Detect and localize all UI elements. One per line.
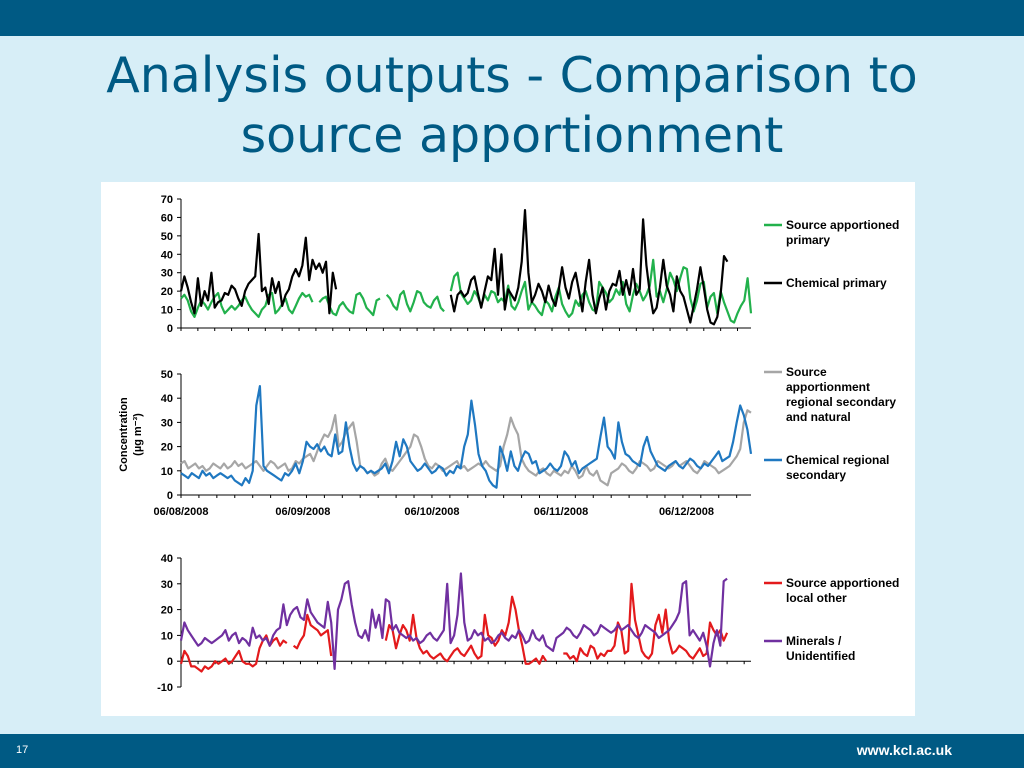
y-tick-label: 30 [161, 417, 173, 429]
y-axis-title: Concentration [118, 397, 130, 472]
slide-number: 17 [16, 744, 29, 756]
y-tick-label: 40 [161, 553, 173, 565]
x-tick-label: 06/10/2008 [404, 506, 459, 518]
top-bar [0, 0, 1024, 36]
y-tick-label: 20 [161, 605, 173, 617]
legend-label: Minerals / [786, 634, 842, 648]
legend-label: primary [786, 233, 830, 247]
y-tick-label: 20 [161, 442, 173, 454]
title-line-2: source apportionment [240, 107, 784, 164]
legend-label: Chemical primary [786, 276, 887, 290]
legend-label: Unidentified [786, 649, 855, 663]
legend-label: secondary [786, 468, 846, 482]
y-tick-label: 50 [161, 231, 173, 243]
legend-label: regional secondary [786, 395, 896, 409]
y-tick-label: 0 [167, 323, 173, 335]
x-tick-label: 06/11/2008 [534, 506, 588, 518]
legend-label: apportionment [786, 380, 870, 394]
series-line-2-1 [180, 409, 752, 487]
legend-label: Source apportioned [786, 576, 899, 590]
chart-2: 0 10 20 30 40 50 06/08/2008 06/09/2008 06/10/200… [118, 365, 896, 518]
legend-label: Source [786, 365, 827, 379]
y-tick-label: 40 [161, 393, 173, 405]
y-tick-label: 10 [161, 630, 173, 642]
title-line-1: Analysis outputs - Comparison to [106, 47, 918, 104]
x-tick-label: 06/08/2008 [153, 506, 208, 518]
legend-label: local other [786, 591, 847, 605]
legend-label: and natural [786, 410, 851, 424]
y-tick-label: 20 [161, 286, 173, 298]
bottom-bar: 17 www.kcl.ac.uk [0, 734, 1024, 768]
legend-label: Chemical regional [786, 453, 889, 467]
y-tick-label: 0 [167, 656, 173, 668]
slide-title: Analysis outputs - Comparison to source … [0, 46, 1024, 166]
x-tick-label: 06/09/2008 [275, 506, 330, 518]
x-tick-label: 06/12/2008 [659, 506, 714, 518]
series-line-1-1 [180, 258, 753, 324]
y-tick-label: 30 [161, 579, 173, 591]
series-line-3-2 [179, 572, 728, 670]
y-tick-label: -10 [157, 682, 173, 694]
y-tick-label: 10 [161, 466, 173, 478]
series-line-2-2 [180, 385, 753, 489]
y-tick-label: 30 [161, 268, 173, 280]
y-tick-label: 10 [161, 305, 173, 317]
y-tick-label: 70 [161, 194, 173, 206]
y-tick-label: 50 [161, 369, 173, 381]
series-line-1-2 [179, 209, 729, 326]
chart-1: 0 10 20 30 40 50 60 70 Source apportionedprimary… [161, 194, 900, 335]
series-line-3-1 [179, 582, 729, 673]
chart-panel: 0 10 20 30 40 50 60 70 Source apportioned primary… [101, 182, 915, 716]
legend-label: Source apportioned [786, 218, 899, 232]
y-tick-label: 0 [167, 490, 173, 502]
y-axis-title-unit: (µg m⁻³) [132, 413, 144, 456]
y-tick-label: 40 [161, 249, 173, 261]
y-tick-label: 60 [161, 212, 173, 224]
footer-url: www.kcl.ac.uk [856, 742, 952, 758]
